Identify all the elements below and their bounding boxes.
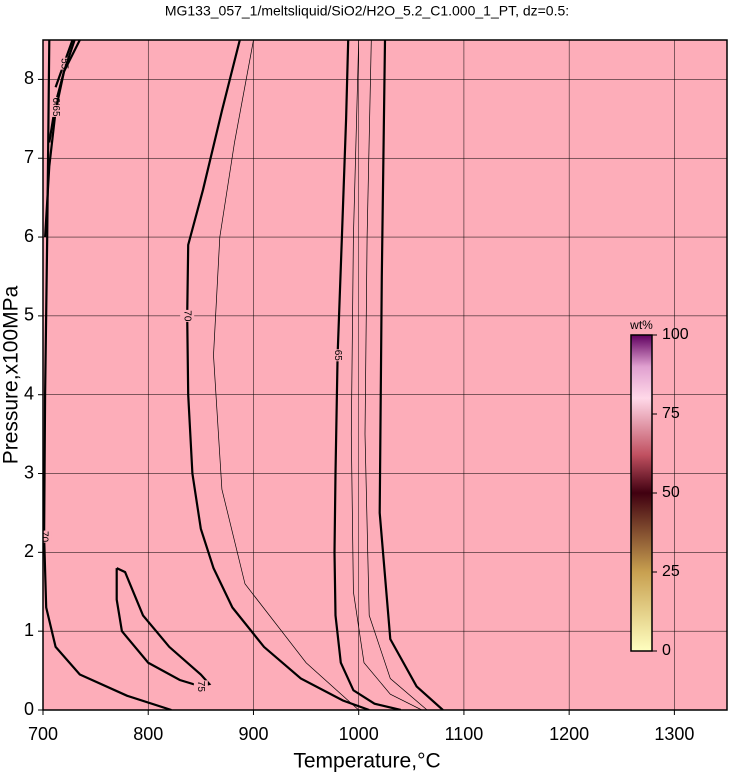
contour-label: 65 bbox=[332, 350, 343, 362]
colorbar-tick-label: 100 bbox=[662, 326, 689, 343]
contour-label-bg bbox=[48, 104, 63, 117]
contour-label: 55 bbox=[58, 58, 69, 70]
y-tick-label: 4 bbox=[24, 383, 34, 403]
y-tick-label: 5 bbox=[24, 305, 34, 325]
x-tick-label: 700 bbox=[28, 724, 58, 744]
contour-label-bg bbox=[180, 309, 195, 322]
x-tick-label: 800 bbox=[133, 724, 163, 744]
x-axis-label: Temperature,°C bbox=[293, 750, 440, 773]
contour-label: 70 bbox=[182, 310, 193, 322]
contour-label: 70 bbox=[38, 531, 49, 543]
y-tick-label: 1 bbox=[24, 620, 34, 640]
y-tick-label: 7 bbox=[24, 147, 34, 167]
colorbar-tick-label: 75 bbox=[662, 405, 680, 422]
y-tick-label: 3 bbox=[24, 462, 34, 482]
contour-label-bg bbox=[193, 680, 208, 693]
colorbar-label: wt% bbox=[629, 318, 653, 332]
contour-line bbox=[43, 40, 172, 710]
y-tick-label: 0 bbox=[24, 699, 34, 719]
contour-line bbox=[213, 40, 359, 710]
colorbar-tick-label: 25 bbox=[662, 563, 680, 580]
colorbar bbox=[630, 334, 653, 652]
y-tick-label: 2 bbox=[24, 541, 34, 561]
plot-frame bbox=[42, 39, 728, 711]
contour-line bbox=[333, 40, 402, 710]
x-tick-label: 1000 bbox=[339, 724, 379, 744]
y-tick-label: 8 bbox=[24, 68, 34, 88]
x-tick-label: 900 bbox=[238, 724, 268, 744]
y-tick-label: 6 bbox=[24, 226, 34, 246]
contour-line bbox=[350, 40, 422, 710]
contour-label: 75 bbox=[195, 681, 206, 693]
contour-line bbox=[186, 40, 370, 710]
contour-label-bg bbox=[43, 530, 52, 543]
contour-label: 60 bbox=[50, 97, 61, 109]
contour-label: 65 bbox=[50, 105, 61, 117]
chart-title: MG133_057_1/meltsliquid/SiO2/H2O_5.2_C1.… bbox=[165, 3, 569, 19]
plot-background bbox=[43, 40, 727, 710]
y-axis-label: Pressure,x100MPa bbox=[0, 285, 23, 464]
x-tick-label: 1200 bbox=[549, 724, 589, 744]
colorbar-tick-label: 50 bbox=[662, 484, 680, 501]
contour-label-bg bbox=[330, 349, 345, 362]
contour-line bbox=[364, 40, 428, 710]
x-tick-label: 1100 bbox=[445, 724, 484, 744]
contour-line bbox=[378, 40, 444, 710]
colorbar-tick-label: 0 bbox=[662, 642, 671, 659]
x-tick-label: 1300 bbox=[654, 724, 694, 744]
